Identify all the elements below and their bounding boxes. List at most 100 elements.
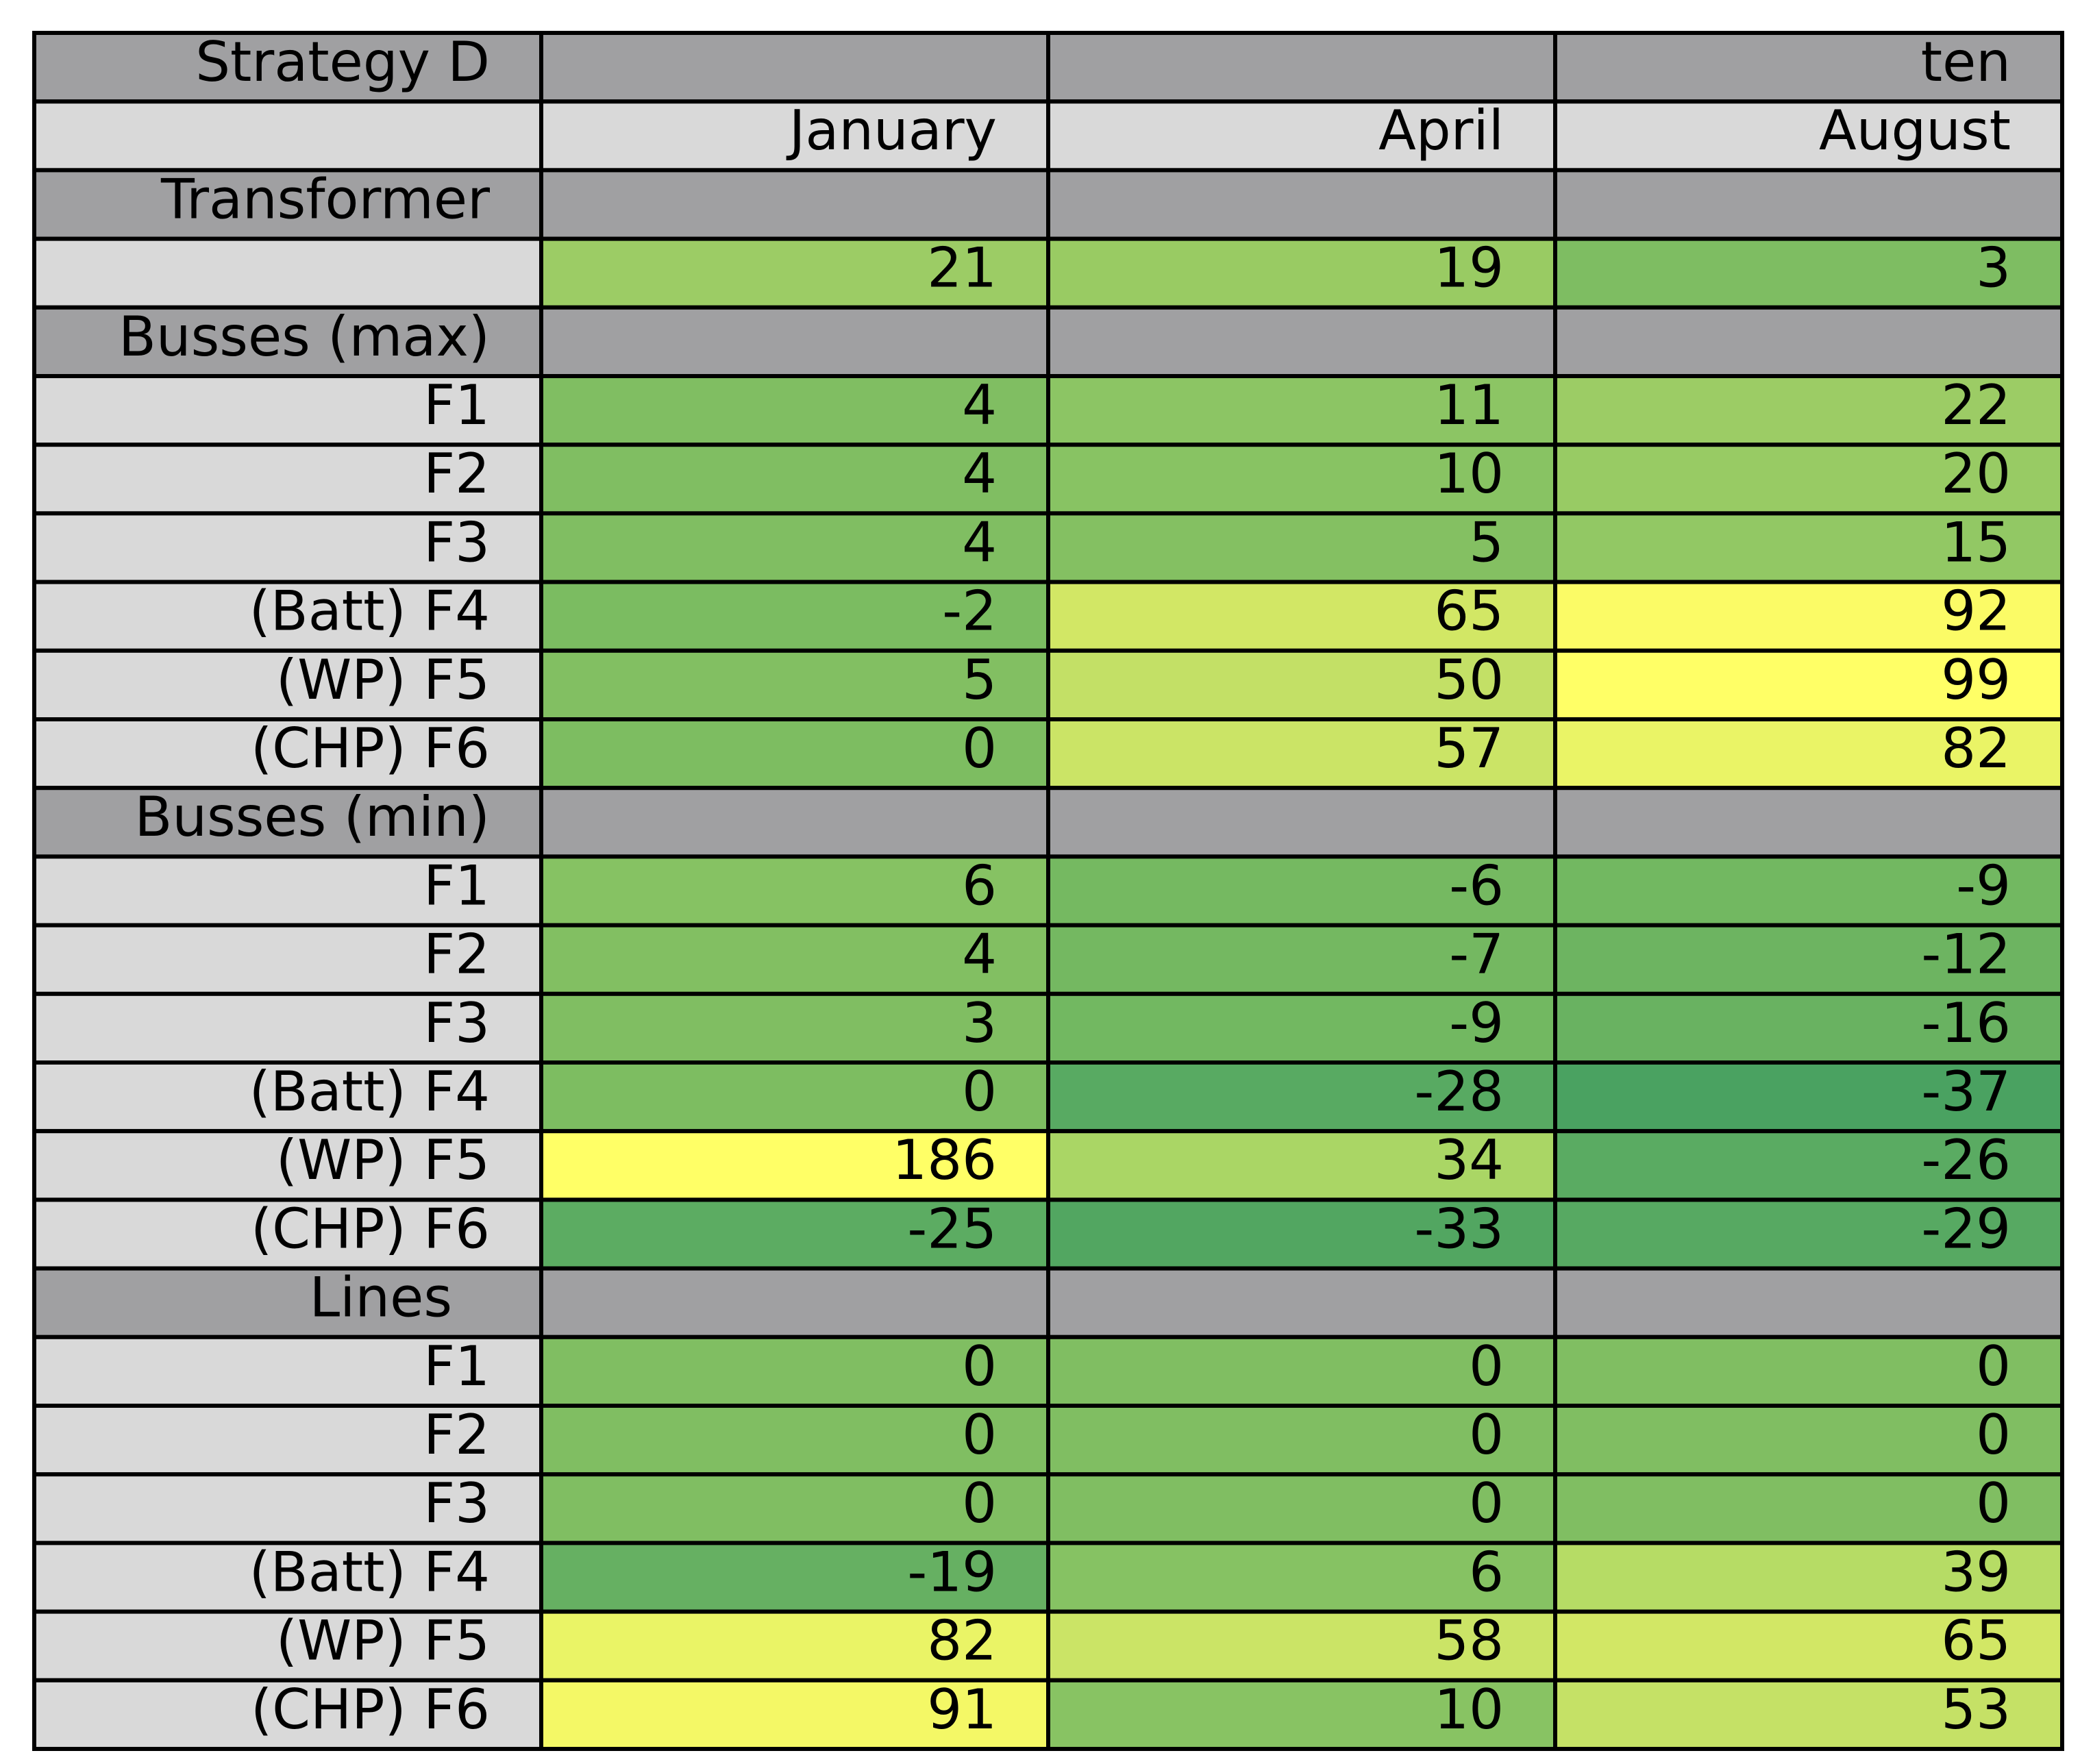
data-cell: -16 (1921, 991, 2011, 1055)
data-cell-bg (1046, 443, 1557, 516)
row-label: F3 (423, 510, 490, 574)
data-cell: 57 (1434, 717, 1504, 780)
section-title-bg (32, 168, 543, 241)
data-cell: 6 (962, 854, 997, 917)
row-label-bg (32, 1404, 543, 1477)
data-cell-bg (1046, 1060, 1557, 1134)
row-label-bg (32, 854, 543, 928)
data-cell: 4 (962, 442, 997, 506)
data-cell-bg (1553, 443, 2064, 516)
section-cell-bg (1553, 786, 2064, 859)
table-row: F1 4 11 22 (32, 373, 2064, 447)
table-row: (CHP) F6 91 10 53 (32, 1678, 2064, 1752)
section-title: Transformer (160, 167, 490, 231)
data-cell: 5 (1469, 510, 1504, 574)
data-cell: 3 (962, 991, 997, 1055)
data-cell: 65 (1434, 580, 1504, 643)
data-cell: 10 (1434, 1678, 1504, 1741)
table-row: (WP) F5 82 58 65 (32, 1609, 2064, 1682)
section-cell-bg (1553, 305, 2064, 378)
table-row: January April August (32, 99, 2064, 173)
data-cell-bg (1553, 580, 2064, 653)
row-label: (CHP) F6 (251, 1197, 490, 1260)
data-cell: 99 (1941, 648, 2011, 712)
row-label-bg (32, 511, 543, 584)
data-cell-bg (539, 854, 1050, 928)
row-label: F2 (423, 442, 490, 506)
corner-title: Strategy D (195, 30, 490, 94)
row-label: (CHP) F6 (251, 717, 490, 780)
section-cell-bg (539, 786, 1050, 859)
data-cell-bg (1553, 1678, 2064, 1752)
data-cell-bg (1553, 1129, 2064, 1202)
data-cell-bg (539, 443, 1050, 516)
data-cell: 39 (1941, 1540, 2011, 1604)
table-row: (Batt) F4 0 -28 -37 (32, 1060, 2064, 1134)
row-label: F3 (423, 991, 490, 1055)
row-label-bg (32, 1609, 543, 1682)
row-label: (WP) F5 (276, 1609, 490, 1673)
table-row: F3 3 -9 -16 (32, 991, 2064, 1065)
data-cell: -9 (1956, 854, 2011, 917)
data-cell-bg (1046, 1609, 1557, 1682)
table-row: (WP) F5 186 34 -26 (32, 1128, 2064, 1202)
data-cell: 19 (1434, 236, 1504, 300)
table-row: Busses (min) (32, 785, 2064, 859)
data-cell: 65 (1941, 1609, 2011, 1673)
data-cell: 0 (962, 1060, 997, 1123)
data-cell: 22 (1941, 373, 2011, 437)
row-label: F3 (423, 1471, 490, 1535)
data-cell-bg (1046, 923, 1557, 996)
row-label: F1 (423, 373, 490, 437)
data-cell-bg (1553, 648, 2064, 721)
data-cell-bg (539, 1129, 1050, 1202)
data-cell: 186 (892, 1128, 997, 1192)
data-cell-bg (539, 1678, 1050, 1752)
data-cell: -37 (1921, 1060, 2011, 1123)
data-cell-bg (1046, 1129, 1557, 1202)
section-title-bg (32, 305, 543, 378)
table-row: Busses (max) (32, 305, 2064, 378)
table-row: F2 4 -7 -12 (32, 923, 2064, 996)
row-label: F1 (423, 1334, 490, 1398)
table-row: Lines (32, 1266, 2064, 1339)
data-cell-bg (539, 511, 1050, 584)
data-cell: 0 (1469, 1471, 1504, 1535)
data-cell-bg (1046, 648, 1557, 721)
row-label: (WP) F5 (276, 1128, 490, 1192)
row-label: F2 (423, 1403, 490, 1467)
data-cell: 82 (927, 1609, 997, 1673)
data-cell: 20 (1941, 442, 2011, 506)
data-cell: 0 (962, 1334, 997, 1398)
data-cell-bg (539, 1060, 1050, 1134)
table-row: F3 4 5 15 (32, 510, 2064, 584)
data-cell: 0 (1469, 1334, 1504, 1398)
data-cell: 0 (1976, 1471, 2011, 1535)
data-cell-bg (1553, 854, 2064, 928)
data-cell: -2 (942, 580, 997, 643)
data-cell-bg (1046, 511, 1557, 584)
data-cell-bg (539, 374, 1050, 447)
row-label: F1 (423, 854, 490, 917)
data-cell-bg (1553, 923, 2064, 996)
table-row: 21 19 3 (32, 236, 2064, 310)
data-cell: 3 (1976, 236, 2011, 300)
table-row: Transformer (32, 167, 2064, 241)
data-cell: -9 (1449, 991, 1504, 1055)
data-cell-bg (1553, 1609, 2064, 1682)
row-label-bg (32, 717, 543, 791)
data-cell: -12 (1921, 923, 2011, 986)
top-header-cell-bg (1046, 31, 1557, 104)
data-cell-bg (1046, 1404, 1557, 1477)
row-label: (Batt) F4 (249, 1540, 490, 1604)
data-cell: -33 (1414, 1197, 1504, 1260)
data-cell-bg (1553, 1404, 2064, 1477)
table-row: (CHP) F6 -25 -33 -29 (32, 1197, 2064, 1271)
data-cell: 0 (962, 1471, 997, 1535)
row-label: (CHP) F6 (251, 1678, 490, 1741)
data-cell: 82 (1941, 717, 2011, 780)
row-label: (Batt) F4 (249, 580, 490, 643)
table-row: F2 0 0 0 (32, 1403, 2064, 1477)
data-cell: 34 (1434, 1128, 1504, 1192)
row-label-bg (32, 1197, 543, 1271)
